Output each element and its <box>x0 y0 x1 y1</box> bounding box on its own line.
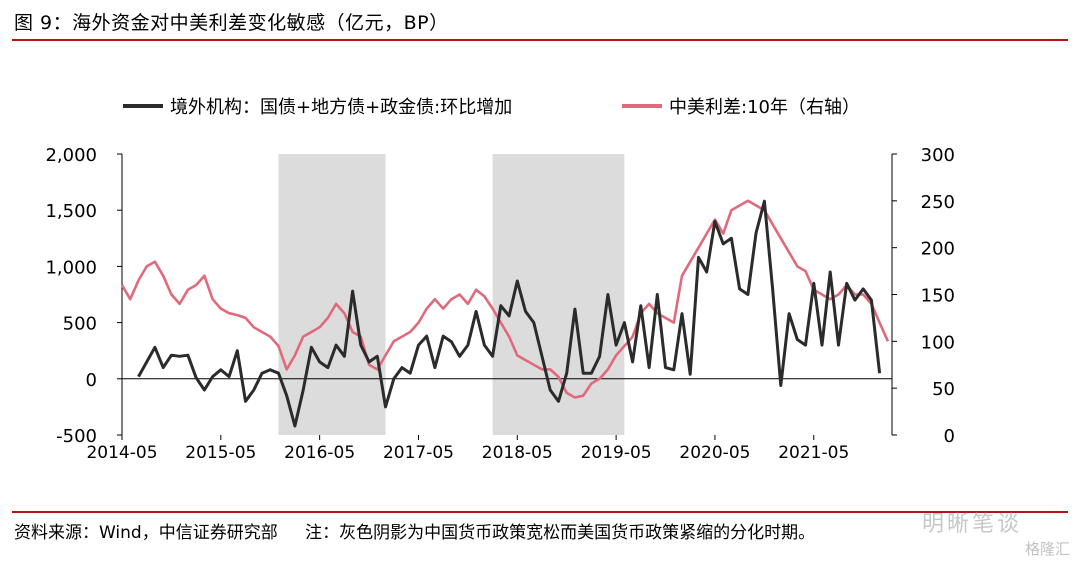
right-axis-ticks: 300 250 200 150 100 50 0 <box>892 145 955 447</box>
series-spread <box>120 199 890 399</box>
x-axis-ticks: 2014-05 2015-05 2016-05 2017-05 2018-05 2019-… <box>86 435 849 463</box>
footer-rule <box>12 511 1068 513</box>
source-text: 资料来源：Wind，中信证券研究部 <box>14 523 278 543</box>
left-axis-ticks: 2,000 1,500 1,000 500 0 -500 <box>45 145 122 447</box>
left-tick-label: 500 <box>63 314 97 335</box>
right-tick-label: 100 <box>921 332 955 353</box>
right-tick-label: 200 <box>921 239 955 260</box>
legend-label-spread: 中美利差:10年（右轴） <box>669 97 860 118</box>
source-line: 资料来源：Wind，中信证券研究部 注：灰色阴影为中国货币政策宽松而美国货币政策… <box>14 518 815 543</box>
x-tick-label: 2015-05 <box>185 443 256 463</box>
x-tick-label: 2014-05 <box>86 443 157 463</box>
left-tick-label: 1,500 <box>45 201 97 222</box>
shaded-periods <box>278 154 625 435</box>
shaded-period <box>492 154 625 435</box>
note-text: 注：灰色阴影为中国货币政策宽松而美国货币政策紧缩的分化时期。 <box>305 523 816 543</box>
right-tick-label: 250 <box>921 192 955 213</box>
right-tick-label: 300 <box>921 145 955 166</box>
x-tick-label: 2021-05 <box>778 443 849 463</box>
watermark-logo-text: 格隆汇 <box>1024 540 1070 558</box>
spread-line <box>120 199 890 399</box>
left-tick-label: 1,000 <box>45 257 97 278</box>
shaded-period <box>278 154 386 435</box>
right-tick-label: 50 <box>932 379 955 400</box>
left-tick-label: 2,000 <box>45 145 97 166</box>
right-tick-label: 0 <box>944 426 955 447</box>
watermark-text: 明晰笔谈 <box>921 512 1022 537</box>
right-tick-label: 150 <box>921 286 955 307</box>
x-tick-label: 2018-05 <box>482 443 553 463</box>
foreign-holdings-line <box>137 199 882 428</box>
left-tick-label: -500 <box>56 426 97 447</box>
legend: 境外机构：国债+地方债+政金债:环比增加 中美利差:10年（右轴） <box>123 97 860 118</box>
legend-label-foreign-holdings: 境外机构：国债+地方债+政金债:环比增加 <box>170 97 512 118</box>
left-tick-label: 0 <box>86 370 97 391</box>
series-foreign-holdings <box>137 199 882 428</box>
x-tick-label: 2017-05 <box>383 443 454 463</box>
x-tick-label: 2016-05 <box>284 443 355 463</box>
x-tick-label: 2020-05 <box>679 443 750 463</box>
title-rule <box>12 39 1068 41</box>
figure-title: 图 9：海外资金对中美利差变化敏感（亿元，BP） <box>14 12 449 34</box>
x-tick-label: 2019-05 <box>581 443 652 463</box>
